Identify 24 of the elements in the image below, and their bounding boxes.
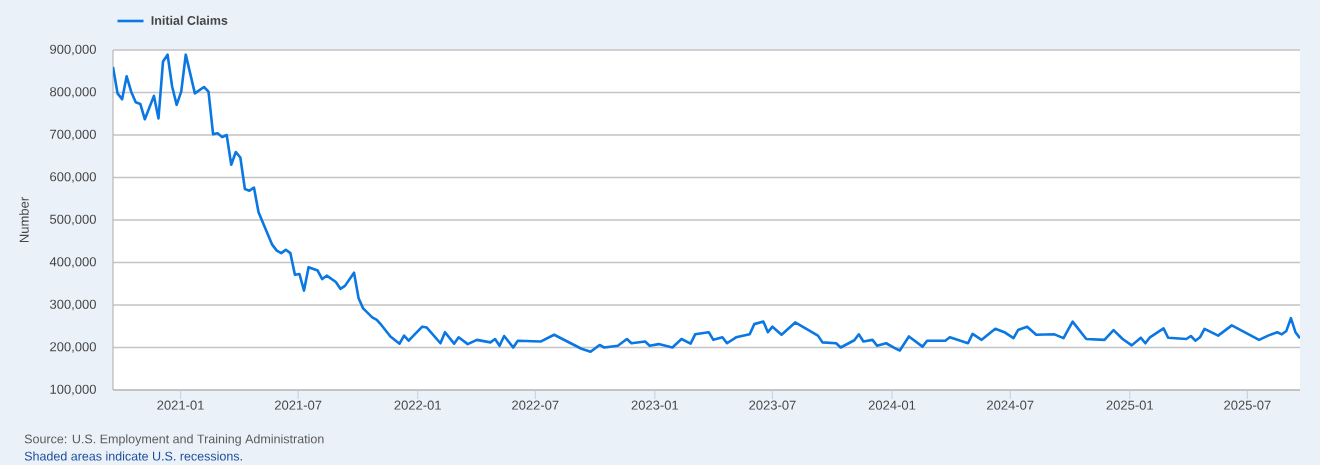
y-tick-label: 800,000 <box>50 87 96 98</box>
y-tick-label: 100,000 <box>50 384 96 396</box>
x-tick-label: 2022-01 <box>394 400 441 410</box>
text: Shaded areas indicate U.S. recessions. <box>24 451 242 461</box>
x-tick-label: 2024-01 <box>868 400 916 410</box>
x-tick-label: 2022-07 <box>512 400 559 410</box>
x-tick-label: 2025-01 <box>1106 400 1153 410</box>
y-tick-label: 600,000 <box>50 172 96 183</box>
x-tick-label: 2025-07 <box>1224 400 1271 410</box>
x-tick-label: 2024-07 <box>987 400 1034 410</box>
x-tick-label: 2023-07 <box>749 400 796 410</box>
line-series <box>113 53 1301 354</box>
legend-label: Initial Claims <box>151 15 228 25</box>
y-axis-title: Number <box>19 197 29 243</box>
x-tick-label: 2021-01 <box>157 400 204 410</box>
y-tick-label: 200,000 <box>50 342 96 353</box>
source-note: Source: U.S. Employment and Training Administration <box>24 434 324 446</box>
y-tick-label: 500,000 <box>50 214 96 226</box>
y-tick-label: 700,000 <box>50 129 96 141</box>
y-tick-label: 300,000 <box>49 299 96 311</box>
x-tick-label: 2023-01 <box>631 400 679 410</box>
x-tick-label: 2021-07 <box>274 400 322 410</box>
y-tick-label: 900,000 <box>50 44 96 56</box>
y-tick-label: 400,000 <box>49 257 96 268</box>
